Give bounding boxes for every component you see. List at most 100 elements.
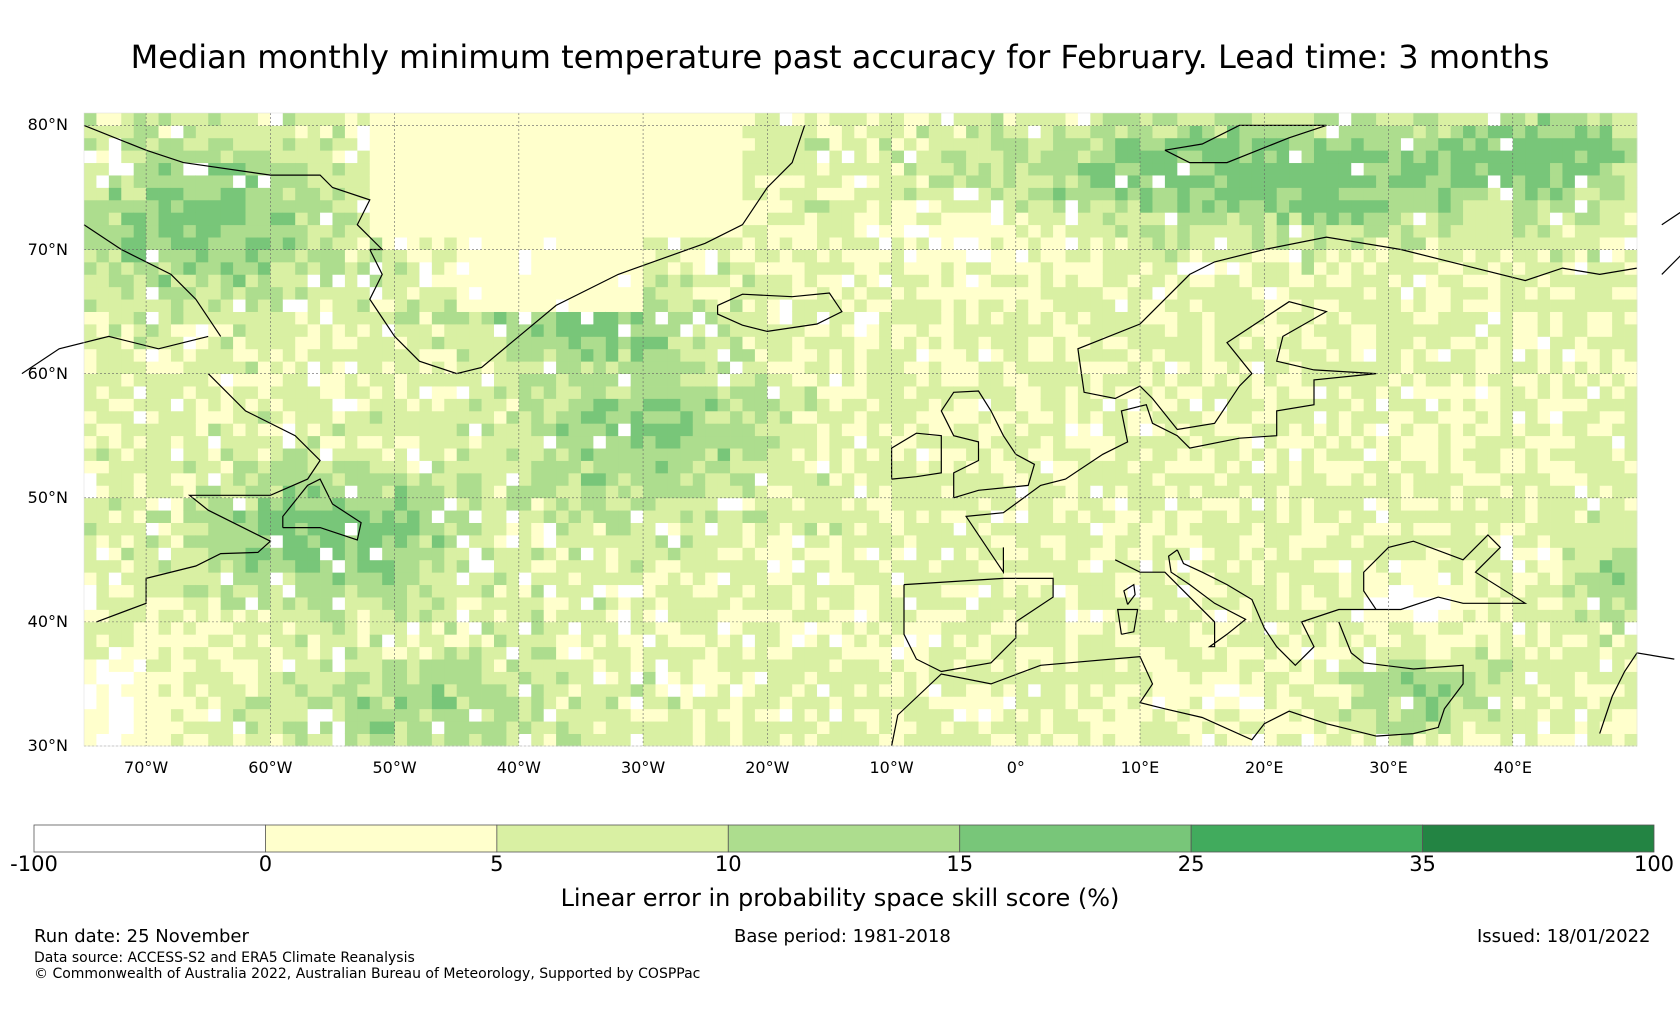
grid-cell: [605, 659, 619, 672]
grid-cell: [618, 373, 632, 387]
grid-cell: [96, 572, 110, 586]
grid-cell: [804, 162, 818, 176]
grid-cell: [407, 212, 420, 226]
grid-cell: [1264, 274, 1278, 288]
grid-cell: [84, 336, 97, 350]
grid-cell: [742, 175, 756, 188]
grid-cell: [730, 261, 743, 275]
grid-cell: [580, 696, 594, 710]
grid-cell: [1065, 683, 1079, 697]
grid-cell: [270, 597, 284, 610]
grid-cell: [730, 522, 743, 536]
grid-cell: [916, 113, 930, 126]
grid-cell: [705, 510, 719, 523]
grid-cell: [990, 472, 1004, 486]
grid-cell: [580, 609, 594, 623]
grid-cell: [829, 237, 843, 250]
grid-cell: [742, 485, 756, 499]
grid-cell: [208, 237, 222, 250]
grid-cell: [990, 113, 1004, 126]
grid-cell: [903, 286, 917, 300]
grid-cell: [580, 299, 594, 312]
grid-cell: [705, 634, 719, 648]
grid-cell: [1140, 584, 1153, 598]
grid-cell: [133, 659, 147, 672]
grid-cell: [618, 584, 632, 598]
grid-cell: [568, 348, 582, 362]
grid-cell: [320, 497, 333, 511]
grid-cell: [518, 597, 532, 610]
grid-cell: [282, 199, 296, 213]
grid-cell: [1164, 535, 1178, 548]
grid-cell: [879, 634, 892, 648]
grid-cell: [369, 510, 383, 523]
grid-cell: [183, 249, 197, 263]
grid-cell: [233, 547, 246, 561]
grid-cell: [158, 634, 172, 648]
grid-cell: [891, 572, 905, 586]
grid-cell: [456, 150, 470, 164]
grid-cell: [407, 696, 420, 710]
grid-cell: [891, 510, 905, 523]
grid-cell: [978, 398, 992, 412]
grid-cell: [717, 510, 731, 523]
grid-cell: [183, 535, 197, 548]
grid-cell: [866, 249, 880, 263]
grid-cell: [556, 187, 569, 201]
grid-cell: [1090, 113, 1104, 126]
grid-cell: [307, 299, 321, 312]
grid-cell: [1115, 386, 1129, 399]
grid-cell: [506, 584, 520, 598]
grid-cell: [444, 708, 458, 722]
grid-cell: [84, 497, 97, 511]
grid-cell: [593, 547, 607, 561]
grid-cell: [916, 522, 930, 536]
grid-cell: [146, 485, 159, 499]
grid-cell: [680, 646, 694, 660]
grid-cell: [829, 224, 843, 238]
grid-cell: [717, 721, 731, 734]
grid-cell: [233, 261, 246, 275]
grid-cell: [121, 497, 135, 511]
grid-cell: [1264, 646, 1278, 660]
grid-cell: [1276, 113, 1290, 126]
grid-cell: [506, 274, 520, 288]
grid-cell: [245, 621, 259, 635]
grid-cell: [630, 137, 644, 151]
grid-cell: [1214, 683, 1228, 697]
grid-cell: [282, 274, 296, 288]
grid-cell: [680, 162, 694, 176]
grid-cell: [605, 311, 619, 325]
grid-cell: [158, 621, 172, 635]
grid-cell: [1090, 510, 1104, 523]
grid-cell: [568, 299, 582, 312]
grid-cell: [543, 175, 557, 188]
grid-cell: [270, 249, 284, 263]
grid-cell: [593, 398, 607, 412]
grid-cell: [1090, 212, 1104, 226]
grid-cell: [879, 274, 892, 288]
grid-cell: [655, 609, 669, 623]
grid-cell: [643, 497, 656, 511]
grid-cell: [456, 460, 470, 474]
grid-cell: [1028, 423, 1042, 437]
grid-cell: [1053, 547, 1066, 561]
grid-cell: [146, 423, 159, 437]
grid-cell: [469, 559, 482, 573]
grid-cell: [170, 373, 184, 387]
grid-cell: [754, 249, 768, 263]
grid-cell: [730, 733, 743, 747]
grid-cell: [282, 659, 296, 672]
grid-cell: [170, 125, 184, 139]
grid-cell: [1289, 646, 1302, 660]
grid-cell: [1239, 522, 1253, 536]
grid-cell: [618, 336, 632, 350]
grid-cell: [1239, 162, 1253, 176]
grid-cell: [1289, 497, 1302, 511]
grid-cell: [618, 324, 632, 337]
grid-cell: [1152, 324, 1166, 337]
grid-cell: [618, 671, 632, 685]
grid-cell: [1102, 348, 1116, 362]
grid-cell: [133, 410, 147, 424]
grid-cell: [804, 299, 818, 312]
